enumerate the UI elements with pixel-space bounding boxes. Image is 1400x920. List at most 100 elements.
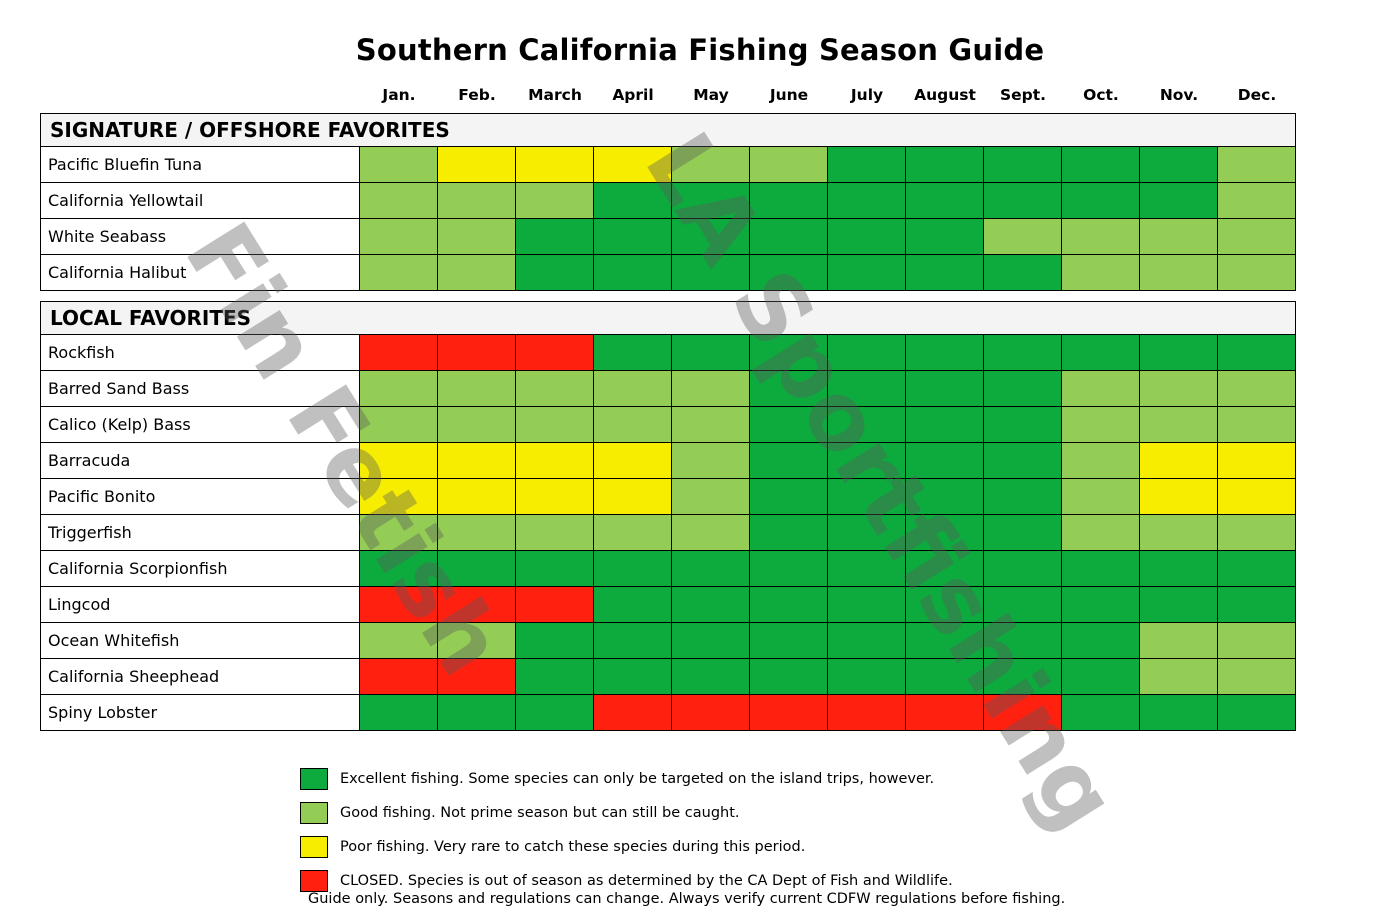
season-cell-excellent bbox=[438, 551, 516, 587]
season-cell-excellent bbox=[360, 695, 438, 731]
season-cell-excellent bbox=[750, 515, 828, 551]
season-cell-good bbox=[672, 147, 750, 183]
season-cell-good bbox=[1218, 183, 1296, 219]
season-cell-good bbox=[1218, 659, 1296, 695]
season-cell-good bbox=[1218, 515, 1296, 551]
season-cell-good bbox=[1218, 371, 1296, 407]
species-name: Calico (Kelp) Bass bbox=[40, 407, 360, 443]
month-dec: Dec. bbox=[1237, 86, 1277, 104]
season-cell-excellent bbox=[516, 551, 594, 587]
season-cell-excellent bbox=[1062, 335, 1140, 371]
season-cell-poor bbox=[1218, 443, 1296, 479]
season-cell-good bbox=[672, 407, 750, 443]
season-cell-good bbox=[1140, 219, 1218, 255]
season-cell-excellent bbox=[828, 659, 906, 695]
legend-item-poor: Poor fishing. Very rare to catch these s… bbox=[300, 830, 953, 864]
season-cell-good bbox=[438, 623, 516, 659]
season-cell-excellent bbox=[828, 219, 906, 255]
month-jan: Jan. bbox=[382, 86, 416, 104]
season-cell-good bbox=[1140, 623, 1218, 659]
season-cell-excellent bbox=[906, 407, 984, 443]
season-cell-good bbox=[1062, 515, 1140, 551]
season-cell-good bbox=[1218, 147, 1296, 183]
season-cell-good bbox=[1140, 407, 1218, 443]
season-cell-excellent bbox=[438, 695, 516, 731]
season-cell-good bbox=[360, 407, 438, 443]
season-cell-excellent bbox=[516, 219, 594, 255]
season-cell-excellent bbox=[594, 551, 672, 587]
season-cell-poor bbox=[516, 479, 594, 515]
season-cell-excellent bbox=[906, 443, 984, 479]
month-aug: August bbox=[914, 86, 976, 104]
table-row: Pacific Bonito bbox=[40, 479, 1296, 515]
month-jun: June bbox=[769, 86, 809, 104]
species-name: Rockfish bbox=[40, 335, 360, 371]
legend-label: Good fishing. Not prime season but can s… bbox=[340, 805, 740, 821]
season-cell-excellent bbox=[672, 551, 750, 587]
season-cell-closed bbox=[438, 335, 516, 371]
season-cell-excellent bbox=[828, 479, 906, 515]
season-cell-closed bbox=[438, 587, 516, 623]
month-jul: July bbox=[850, 86, 884, 104]
season-cell-excellent bbox=[594, 659, 672, 695]
season-cell-excellent bbox=[1218, 695, 1296, 731]
season-cell-excellent bbox=[594, 255, 672, 291]
season-cell-excellent bbox=[828, 183, 906, 219]
season-cell-excellent bbox=[1218, 551, 1296, 587]
legend-item-closed: CLOSED. Species is out of season as dete… bbox=[300, 864, 953, 898]
season-cell-good bbox=[516, 515, 594, 551]
season-cell-good bbox=[438, 219, 516, 255]
species-name: Spiny Lobster bbox=[40, 695, 360, 731]
season-cell-excellent bbox=[672, 659, 750, 695]
season-cell-excellent bbox=[672, 623, 750, 659]
season-cell-good bbox=[1140, 515, 1218, 551]
disclaimer-note: Guide only. Seasons and regulations can … bbox=[308, 891, 1066, 907]
table-row: Pacific Bluefin Tuna bbox=[40, 147, 1296, 183]
season-cell-excellent bbox=[750, 335, 828, 371]
season-cell-excellent bbox=[828, 515, 906, 551]
section-title: LOCAL FAVORITES bbox=[40, 301, 1296, 335]
season-cell-good bbox=[1218, 623, 1296, 659]
season-cell-good bbox=[360, 147, 438, 183]
legend: Excellent fishing. Some species can only… bbox=[300, 762, 953, 898]
season-cell-excellent bbox=[594, 219, 672, 255]
season-cell-excellent bbox=[1140, 551, 1218, 587]
season-cell-excellent bbox=[750, 371, 828, 407]
season-cell-excellent bbox=[750, 479, 828, 515]
season-cell-good bbox=[360, 219, 438, 255]
season-cell-excellent bbox=[672, 587, 750, 623]
season-cell-excellent bbox=[984, 255, 1062, 291]
swatch-excellent bbox=[300, 768, 328, 790]
season-cell-closed bbox=[750, 695, 828, 731]
season-cell-poor bbox=[594, 147, 672, 183]
section-signature-offshore: SIGNATURE / OFFSHORE FAVORITES Pacific B… bbox=[40, 113, 1296, 291]
season-cell-poor bbox=[360, 443, 438, 479]
season-cell-excellent bbox=[1062, 551, 1140, 587]
season-cell-excellent bbox=[750, 183, 828, 219]
season-cell-excellent bbox=[1218, 587, 1296, 623]
season-cell-closed bbox=[360, 335, 438, 371]
season-cell-good bbox=[360, 371, 438, 407]
month-oct: Oct. bbox=[1083, 86, 1119, 104]
legend-label: Poor fishing. Very rare to catch these s… bbox=[340, 839, 806, 855]
season-cell-poor bbox=[516, 147, 594, 183]
season-cell-poor bbox=[438, 443, 516, 479]
season-cell-excellent bbox=[906, 147, 984, 183]
species-name: California Yellowtail bbox=[40, 183, 360, 219]
season-cell-excellent bbox=[750, 659, 828, 695]
season-cell-good bbox=[672, 515, 750, 551]
season-cell-good bbox=[438, 515, 516, 551]
season-cell-poor bbox=[438, 147, 516, 183]
legend-item-good: Good fishing. Not prime season but can s… bbox=[300, 796, 953, 830]
season-cell-closed bbox=[516, 587, 594, 623]
season-cell-good bbox=[672, 371, 750, 407]
season-cell-excellent bbox=[750, 623, 828, 659]
section-title: SIGNATURE / OFFSHORE FAVORITES bbox=[40, 113, 1296, 147]
season-cell-excellent bbox=[1062, 183, 1140, 219]
season-cell-excellent bbox=[672, 255, 750, 291]
season-cell-good bbox=[594, 407, 672, 443]
species-name: Lingcod bbox=[40, 587, 360, 623]
table-row: Ocean Whitefish bbox=[40, 623, 1296, 659]
table-row: Calico (Kelp) Bass bbox=[40, 407, 1296, 443]
season-cell-closed bbox=[594, 695, 672, 731]
